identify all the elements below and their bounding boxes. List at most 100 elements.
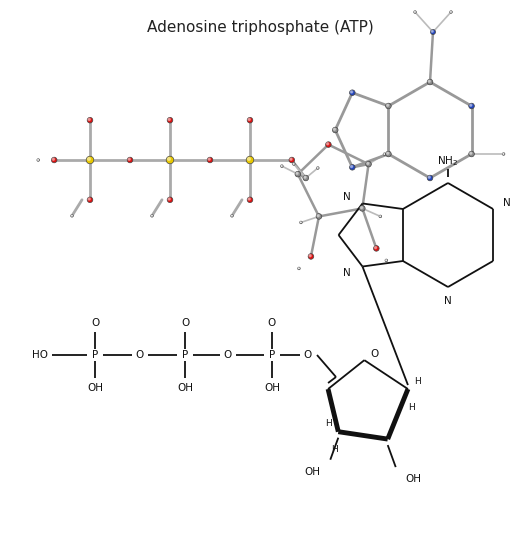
Text: P: P xyxy=(92,350,98,360)
Circle shape xyxy=(384,153,385,155)
Circle shape xyxy=(166,156,174,164)
Circle shape xyxy=(427,79,433,85)
Circle shape xyxy=(88,118,90,120)
Circle shape xyxy=(349,164,355,170)
Circle shape xyxy=(297,267,300,270)
Circle shape xyxy=(386,151,391,157)
Circle shape xyxy=(53,158,55,160)
Circle shape xyxy=(296,172,298,174)
Circle shape xyxy=(290,158,292,160)
Text: O: O xyxy=(136,350,144,360)
Circle shape xyxy=(373,246,379,251)
Circle shape xyxy=(293,163,294,164)
Circle shape xyxy=(308,254,314,259)
Text: OH: OH xyxy=(264,383,280,393)
Circle shape xyxy=(385,259,387,262)
Text: O: O xyxy=(268,318,276,328)
Text: HO: HO xyxy=(32,350,48,360)
Circle shape xyxy=(380,216,381,217)
Circle shape xyxy=(248,118,250,120)
Circle shape xyxy=(349,90,355,96)
Text: H: H xyxy=(325,419,332,428)
Circle shape xyxy=(248,198,250,200)
Text: O: O xyxy=(304,350,312,360)
Text: O: O xyxy=(224,350,232,360)
Circle shape xyxy=(414,10,417,13)
Circle shape xyxy=(51,157,57,163)
Circle shape xyxy=(450,11,451,12)
Circle shape xyxy=(167,157,171,161)
Circle shape xyxy=(87,117,93,123)
Text: OH: OH xyxy=(87,383,103,393)
Circle shape xyxy=(317,167,319,169)
Circle shape xyxy=(231,214,233,217)
Circle shape xyxy=(151,214,153,217)
Text: N: N xyxy=(444,296,452,306)
Text: O: O xyxy=(181,318,189,328)
Circle shape xyxy=(383,153,386,156)
Circle shape xyxy=(247,197,253,202)
Circle shape xyxy=(326,142,331,147)
Circle shape xyxy=(246,156,254,164)
Circle shape xyxy=(168,198,170,200)
Circle shape xyxy=(295,171,301,177)
Circle shape xyxy=(71,215,72,216)
Text: NH$_2$: NH$_2$ xyxy=(437,154,459,168)
Circle shape xyxy=(168,118,170,120)
Circle shape xyxy=(428,176,430,178)
Circle shape xyxy=(427,175,433,181)
Circle shape xyxy=(280,165,283,167)
Circle shape xyxy=(37,159,40,161)
Circle shape xyxy=(431,30,436,35)
Circle shape xyxy=(470,152,472,155)
Circle shape xyxy=(316,213,322,219)
Text: O: O xyxy=(91,318,99,328)
Circle shape xyxy=(379,215,382,218)
Circle shape xyxy=(385,260,386,261)
Circle shape xyxy=(366,161,371,167)
Circle shape xyxy=(386,152,389,155)
Circle shape xyxy=(350,91,353,93)
Text: P: P xyxy=(269,350,275,360)
Circle shape xyxy=(151,215,152,216)
Circle shape xyxy=(350,166,353,168)
Text: OH: OH xyxy=(177,383,193,393)
Circle shape xyxy=(450,10,452,13)
Circle shape xyxy=(167,197,173,202)
Text: OH: OH xyxy=(406,474,422,484)
Circle shape xyxy=(231,215,232,216)
Circle shape xyxy=(88,198,90,200)
Circle shape xyxy=(303,175,308,181)
Text: H: H xyxy=(414,377,421,386)
Text: N: N xyxy=(343,267,350,278)
Text: H: H xyxy=(331,445,337,454)
Text: OH: OH xyxy=(304,467,320,477)
Circle shape xyxy=(247,117,253,123)
Circle shape xyxy=(300,222,301,223)
Circle shape xyxy=(359,206,365,211)
Circle shape xyxy=(469,151,474,157)
Circle shape xyxy=(386,103,391,109)
Circle shape xyxy=(360,207,362,208)
Circle shape xyxy=(167,117,173,123)
Text: H: H xyxy=(409,403,415,411)
Circle shape xyxy=(281,165,282,166)
Circle shape xyxy=(300,221,302,224)
Circle shape xyxy=(87,197,93,202)
Circle shape xyxy=(208,158,210,160)
Text: Adenosine triphosphate (ATP): Adenosine triphosphate (ATP) xyxy=(147,20,373,35)
Circle shape xyxy=(86,156,94,164)
Circle shape xyxy=(428,80,430,82)
Circle shape xyxy=(292,163,295,166)
Text: O: O xyxy=(370,349,379,359)
Circle shape xyxy=(128,158,131,160)
Text: N: N xyxy=(503,198,511,208)
Circle shape xyxy=(327,143,329,145)
Circle shape xyxy=(503,153,504,154)
Circle shape xyxy=(37,159,38,160)
Circle shape xyxy=(431,30,433,32)
Text: P: P xyxy=(182,350,188,360)
Circle shape xyxy=(386,104,389,106)
Circle shape xyxy=(317,214,319,217)
Circle shape xyxy=(248,157,251,161)
